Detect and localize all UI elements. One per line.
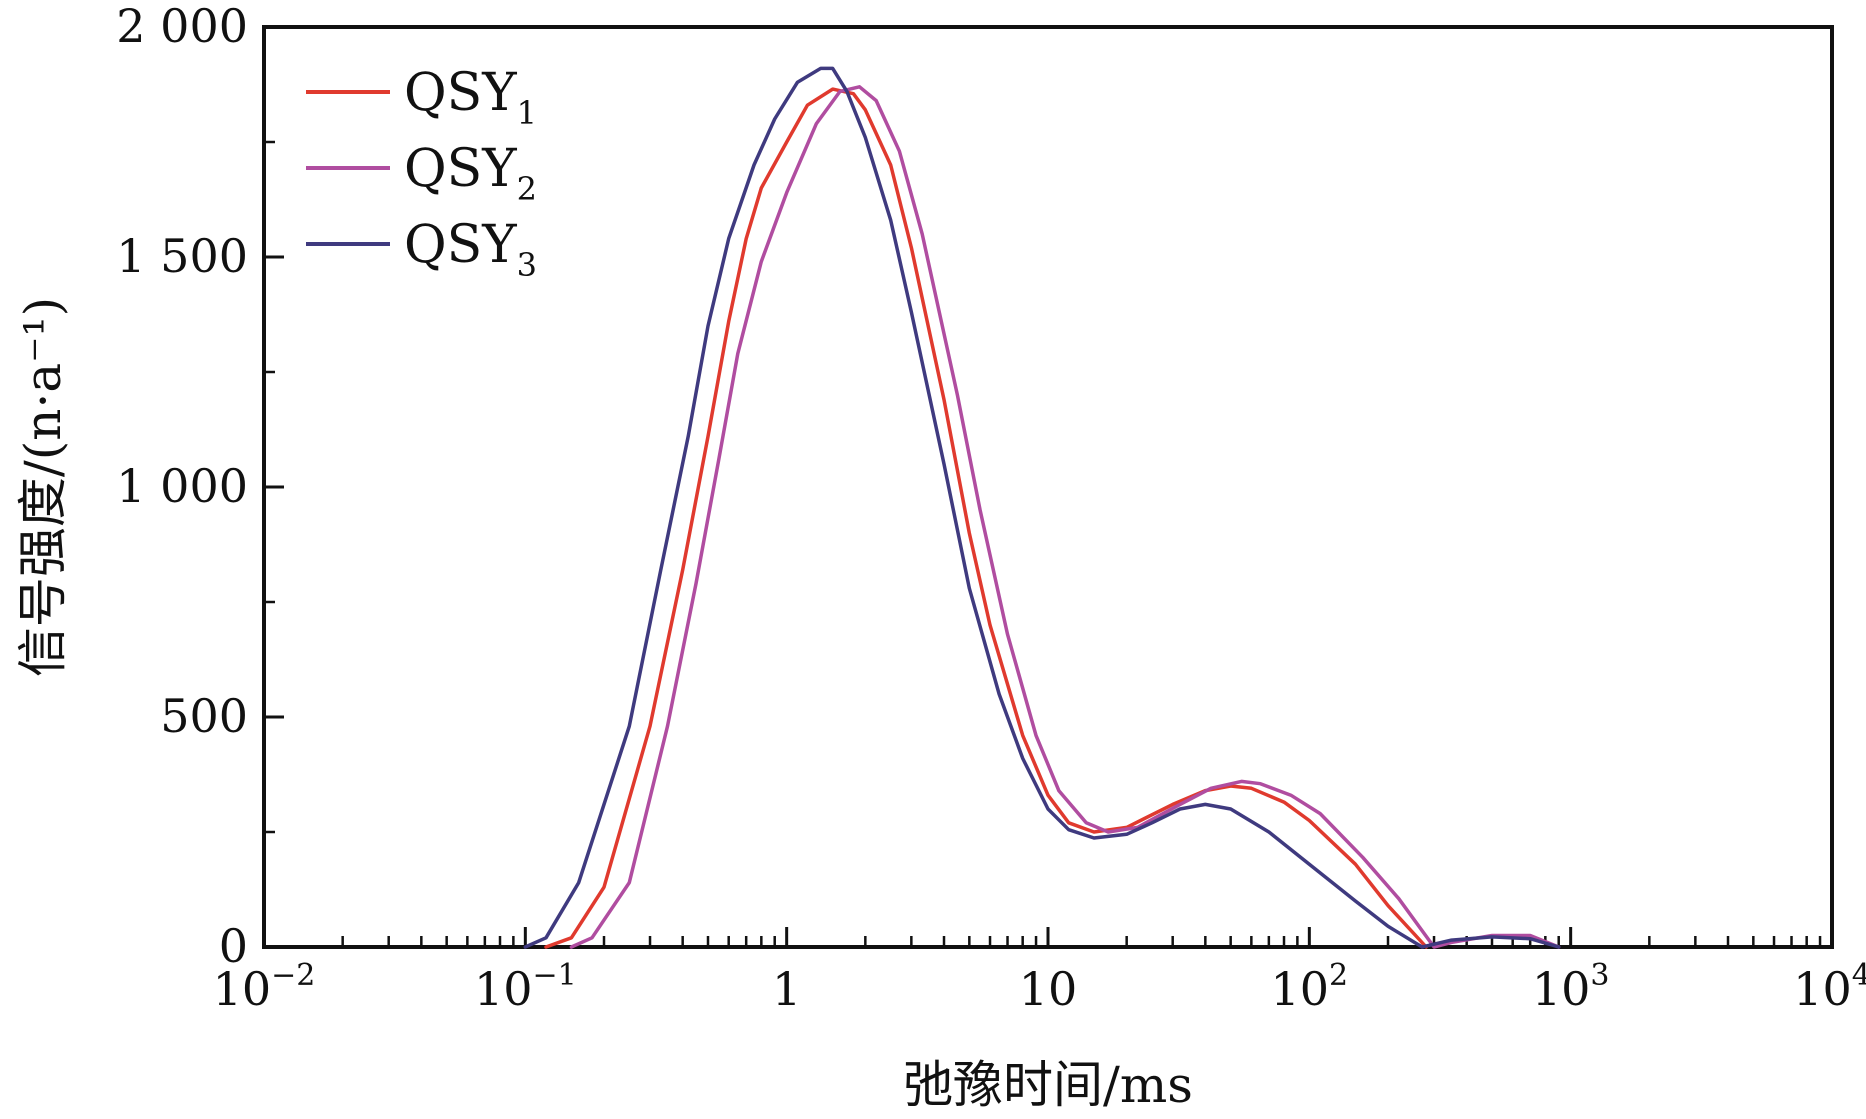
x-tick-label: 1 <box>772 962 801 1016</box>
y-tick-label: 2 000 <box>116 0 248 53</box>
x-tick-label: 104 <box>1793 958 1866 1016</box>
legend-label-1: QSY1 <box>404 63 537 132</box>
y-tick-label: 1 500 <box>116 229 248 283</box>
y-tick-label: 500 <box>160 689 248 743</box>
x-tick-label: 102 <box>1271 958 1349 1016</box>
y-tick-label: 0 <box>219 919 248 973</box>
series-line-1 <box>544 87 1428 949</box>
x-tick-label: 103 <box>1532 958 1610 1016</box>
y-axis-title: 信号强度/(n·a⁻¹) <box>14 297 72 677</box>
series-lines <box>523 66 1561 949</box>
x-axis-title: 弛豫时间/ms <box>903 1056 1193 1114</box>
ticks: 10−2 10−1 1 10 102 103 104 0 500 1 000 1 500 2 000 <box>116 0 1866 1016</box>
legend-label-2: QSY2 <box>404 139 537 208</box>
legend: QSY1 QSY2 QSY3 <box>306 63 537 284</box>
x-tick-label: 10−1 <box>474 958 577 1016</box>
legend-label-3: QSY3 <box>404 215 537 284</box>
series-line-2 <box>569 85 1561 949</box>
x-tick-label: 10−2 <box>213 958 316 1016</box>
series-line-3 <box>523 66 1561 949</box>
x-tick-label: 10 <box>1019 962 1078 1016</box>
y-tick-label: 1 000 <box>116 459 248 513</box>
